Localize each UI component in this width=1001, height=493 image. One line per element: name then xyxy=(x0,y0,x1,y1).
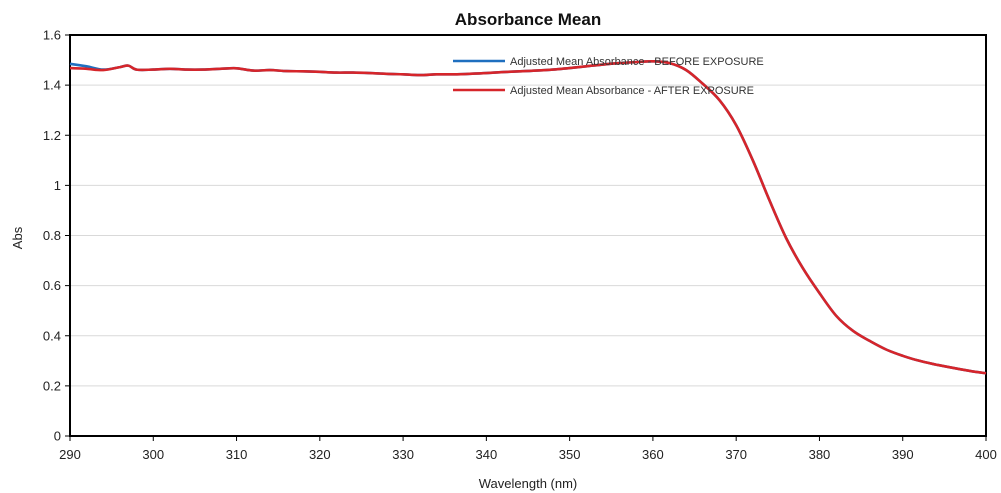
y-tick-label: 0.2 xyxy=(43,378,61,393)
x-axis-label: Wavelength (nm) xyxy=(479,476,578,491)
y-tick-label: 0.6 xyxy=(43,278,61,293)
x-tick-label: 290 xyxy=(59,447,81,462)
y-tick-label: 0 xyxy=(54,429,61,444)
tick-labels: 0 0.2 0.4 0.6 0.8 1 1.2 1.4 1.6 290 300 310 320 330 34… xyxy=(43,28,997,463)
y-tick-label: 1.4 xyxy=(43,78,61,93)
y-tick-label: 1.6 xyxy=(43,28,61,43)
x-tick-label: 300 xyxy=(142,447,164,462)
x-tick-label: 380 xyxy=(809,447,831,462)
x-tick-label: 320 xyxy=(309,447,331,462)
chart-title: Absorbance Mean xyxy=(455,10,601,29)
x-tick-label: 370 xyxy=(725,447,747,462)
x-tick-label: 330 xyxy=(392,447,414,462)
x-tick-label: 340 xyxy=(476,447,498,462)
x-tick-label: 360 xyxy=(642,447,664,462)
y-axis-label: Abs xyxy=(10,226,25,249)
y-tick-label: 0.4 xyxy=(43,328,61,343)
series-layer xyxy=(69,59,987,375)
legend-label: Adjusted Mean Absorbance - AFTER EXPOSUR… xyxy=(510,85,754,97)
x-tick-label: 390 xyxy=(892,447,914,462)
y-tick-label: 1.2 xyxy=(43,128,61,143)
legend: Adjusted Mean Absorbance - BEFORE EXPOSU… xyxy=(453,56,764,97)
x-tick-label: 310 xyxy=(226,447,248,462)
series-line-after-exposure xyxy=(69,59,987,375)
legend-label: Adjusted Mean Absorbance - BEFORE EXPOSU… xyxy=(510,56,764,68)
y-tick-label: 1 xyxy=(54,178,61,193)
x-tick-label: 400 xyxy=(975,447,997,462)
x-tick-label: 350 xyxy=(559,447,581,462)
y-tick-label: 0.8 xyxy=(43,228,61,243)
